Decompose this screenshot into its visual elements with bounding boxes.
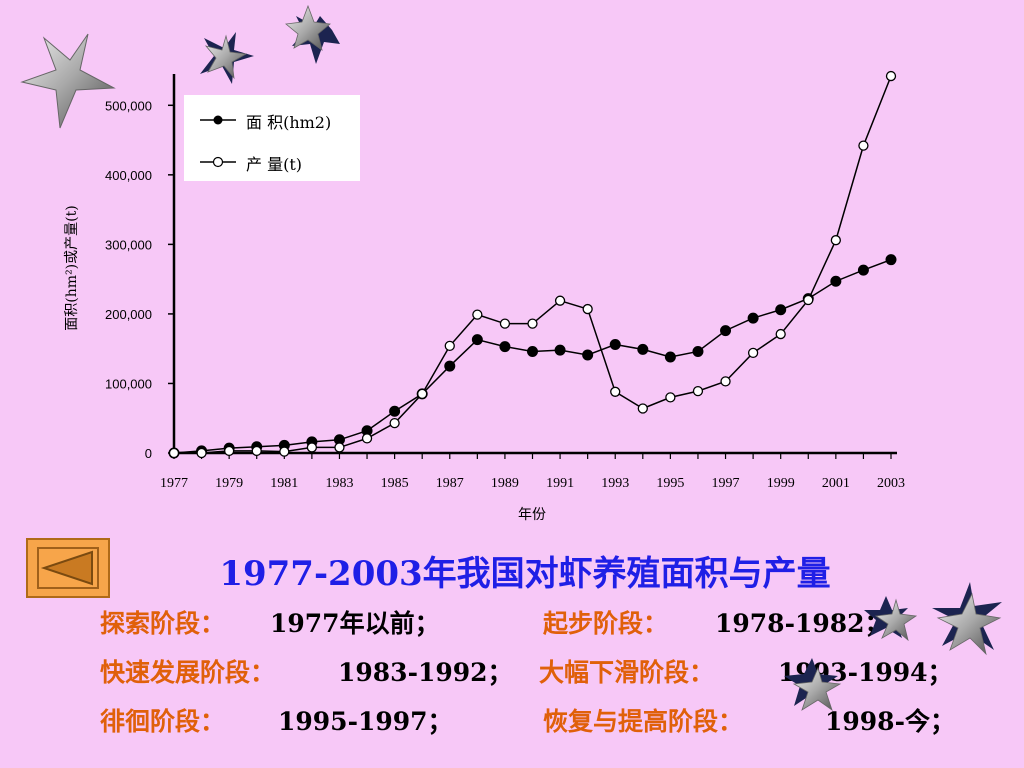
data-point-0 [582,349,594,361]
data-point-1 [692,385,704,397]
data-point-1 [279,446,290,457]
data-point-0 [692,345,704,357]
data-point-1 [665,392,676,403]
data-point-0 [885,254,897,266]
stage-value-rapid: 1983-1992； [338,658,513,687]
data-point-1 [196,447,207,459]
x-tick-label: 2003 [877,476,905,491]
stage-value-start: 1978-1982； [715,609,890,638]
data-point-1 [417,388,428,400]
x-tick-label: 1983 [325,476,353,491]
data-point-0 [775,304,787,316]
legend-marker-yield [200,156,236,168]
y-tick-label: 100,000 [105,376,152,391]
back-button[interactable] [26,538,110,598]
x-tick-label: 1989 [491,476,519,491]
data-point-1 [251,445,262,457]
star-icon [784,658,842,712]
chart-series [168,70,897,459]
data-point-0 [609,339,621,351]
data-point-0 [664,351,676,363]
data-point-1 [527,318,538,329]
data-point-0 [720,325,732,337]
data-point-1 [610,386,621,397]
data-point-1 [168,447,180,459]
data-point-1 [306,442,318,453]
stage-value-hovering: 1995-1997； [278,707,453,736]
data-point-1 [472,309,483,320]
data-point-1 [361,433,373,444]
x-tick-label: 2001 [822,476,850,491]
stage-label-recovery: 恢复与提高阶段： [543,707,744,736]
y-tick-label: 400,000 [105,168,152,183]
stage-label-exploration: 探索阶段： [100,609,226,638]
x-axis-label: 年份 [518,507,546,523]
stage-label-hovering: 徘徊阶段： [100,707,226,736]
data-point-0 [857,264,869,276]
star-icon [864,596,918,642]
y-tick-label: 0 [145,446,152,461]
data-point-1 [803,294,814,306]
data-point-0 [747,312,759,324]
x-tick-label: 1991 [546,476,574,491]
data-point-1 [885,70,897,82]
data-point-0 [499,341,511,353]
data-point-1 [334,442,345,453]
data-point-1 [747,347,759,359]
data-point-0 [444,360,456,372]
data-point-0 [389,405,401,417]
data-point-0 [527,345,538,357]
data-point-0 [554,344,566,356]
stage-label-start: 起步阶段： [543,609,669,638]
x-tick-label: 1995 [656,476,684,491]
data-point-1 [224,445,235,457]
x-tick-label: 1987 [436,476,464,491]
x-tick-label: 1981 [270,476,298,491]
x-tick-label: 1985 [381,476,409,491]
data-point-1 [830,235,841,246]
chart: 0 100,000 200,000 300,000 400,000 500,000 1977… [64,70,905,523]
data-point-1 [637,403,648,414]
data-point-0 [471,334,483,346]
data-point-1 [858,140,869,151]
stage-label-decline: 大幅下滑阶段： [539,658,715,687]
y-tick-label: 200,000 [105,307,152,322]
y-tick-label: 500,000 [105,98,152,113]
star-icon [285,4,340,64]
x-tick-label: 1979 [215,476,243,491]
star-icon [20,33,116,129]
stage-value-exploration: 1977年以前； [270,609,440,638]
data-point-0 [637,343,649,355]
left-triangle-icon [37,547,99,589]
chart-axes: 0 100,000 200,000 300,000 400,000 500,000 1977… [105,74,905,491]
star-icon [932,582,1002,656]
data-point-0 [830,275,842,287]
chart-legend: 面 积(hm2) 产 量(t) [184,95,360,181]
data-point-1 [720,376,731,387]
data-point-1 [389,417,400,429]
data-point-1 [499,318,511,329]
y-tick-label: 300,000 [105,237,152,252]
data-point-1 [775,328,786,340]
legend-label-area: 面 积(hm2) [246,113,332,132]
x-tick-label: 1997 [712,476,740,491]
y-axis-label: 面积(hm²)或产量(t) [64,205,80,330]
stage-value-recovery: 1998-今； [825,707,955,736]
x-tick-label: 1999 [767,476,795,491]
slide-title: 1977-2003年我国对虾养殖面积与产量 [219,554,831,594]
legend-marker-area [200,115,236,125]
x-tick-label: 1977 [160,476,188,491]
data-point-1 [444,340,455,352]
legend-label-yield: 产 量(t) [246,155,303,174]
stage-label-rapid: 快速发展阶段： [100,658,276,687]
star-icon [200,32,254,84]
x-tick-label: 1993 [601,476,629,491]
data-point-1 [554,295,566,306]
data-point-1 [582,303,593,315]
